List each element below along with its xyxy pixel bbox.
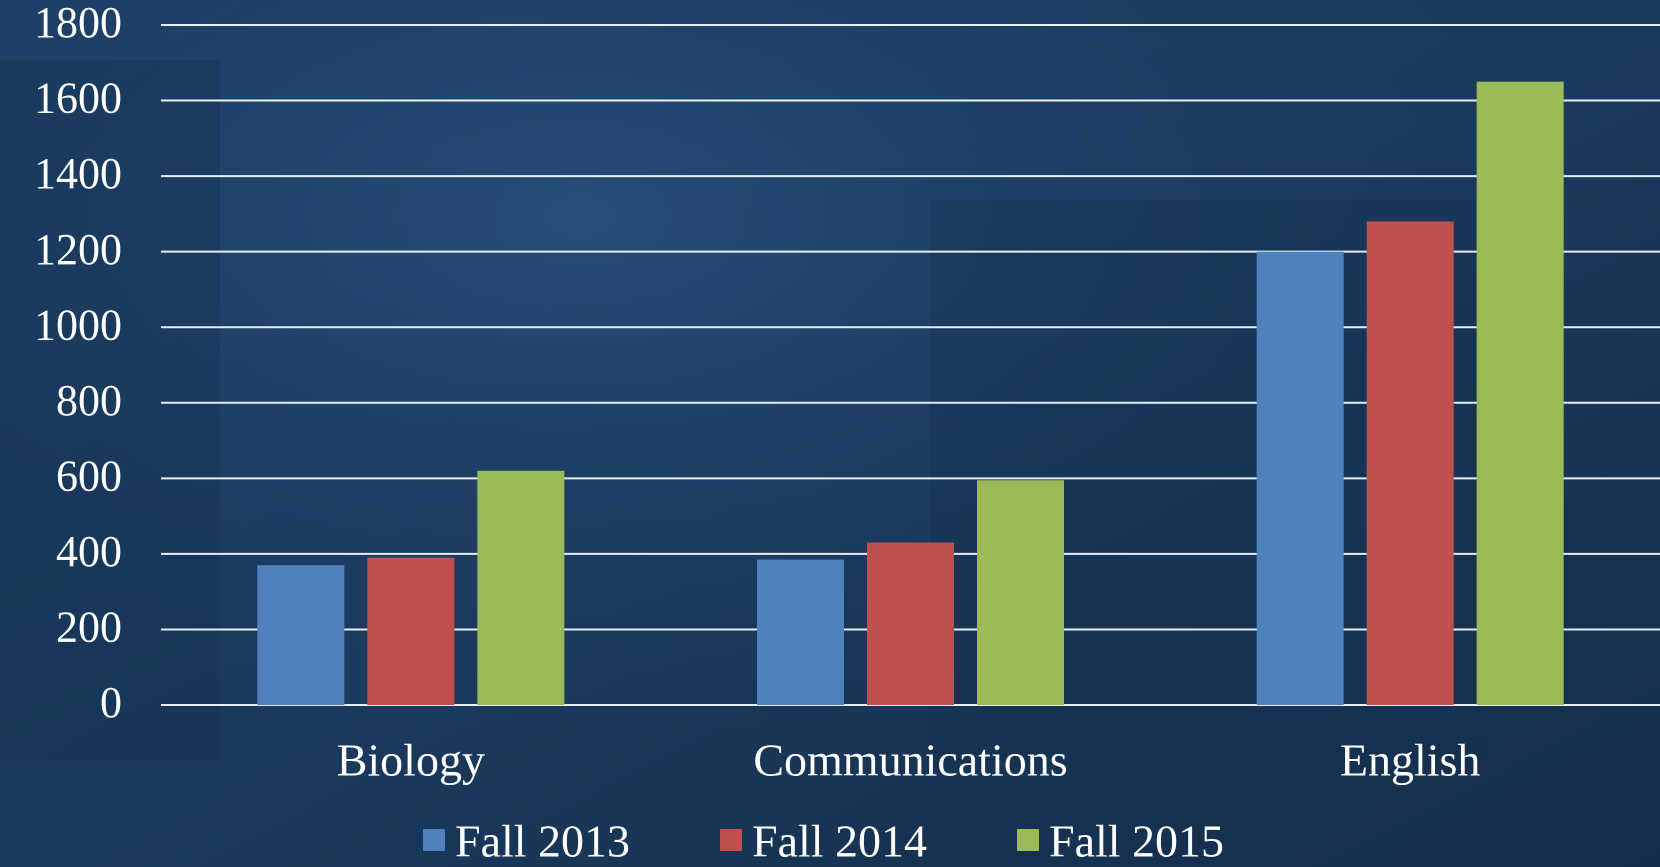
x-tick-label: English: [1340, 735, 1481, 786]
y-tick-label: 200: [56, 603, 122, 652]
y-tick-label: 400: [56, 527, 122, 576]
bar: [867, 543, 954, 705]
x-tick-label: Communications: [753, 735, 1067, 786]
legend-swatch: [423, 829, 445, 851]
y-tick-label: 1800: [34, 0, 122, 47]
bar: [757, 560, 844, 705]
legend-swatch: [720, 829, 742, 851]
bar: [977, 480, 1064, 705]
x-tick-label: Biology: [337, 735, 485, 786]
bar: [477, 471, 564, 705]
legend-label: Fall 2015: [1049, 816, 1224, 867]
chart: 0 200 400 600 800 1000 1200 1400 1600 1800 Biology…: [0, 0, 1660, 867]
legend-label: Fall 2013: [455, 816, 630, 867]
legend-label: Fall 2014: [752, 816, 927, 867]
bar: [257, 565, 344, 705]
legend-swatch: [1017, 829, 1039, 851]
y-tick-label: 1600: [34, 74, 122, 123]
bar: [1367, 221, 1454, 705]
bar: [367, 558, 454, 705]
y-tick-label: 1200: [34, 225, 122, 274]
y-tick-label: 600: [56, 451, 122, 500]
y-tick-label: 800: [56, 376, 122, 425]
y-tick-label: 1000: [34, 300, 122, 349]
bar: [1257, 252, 1344, 705]
bar: [1477, 82, 1564, 705]
y-tick-label: 1400: [34, 149, 122, 198]
y-tick-label: 0: [100, 678, 122, 727]
